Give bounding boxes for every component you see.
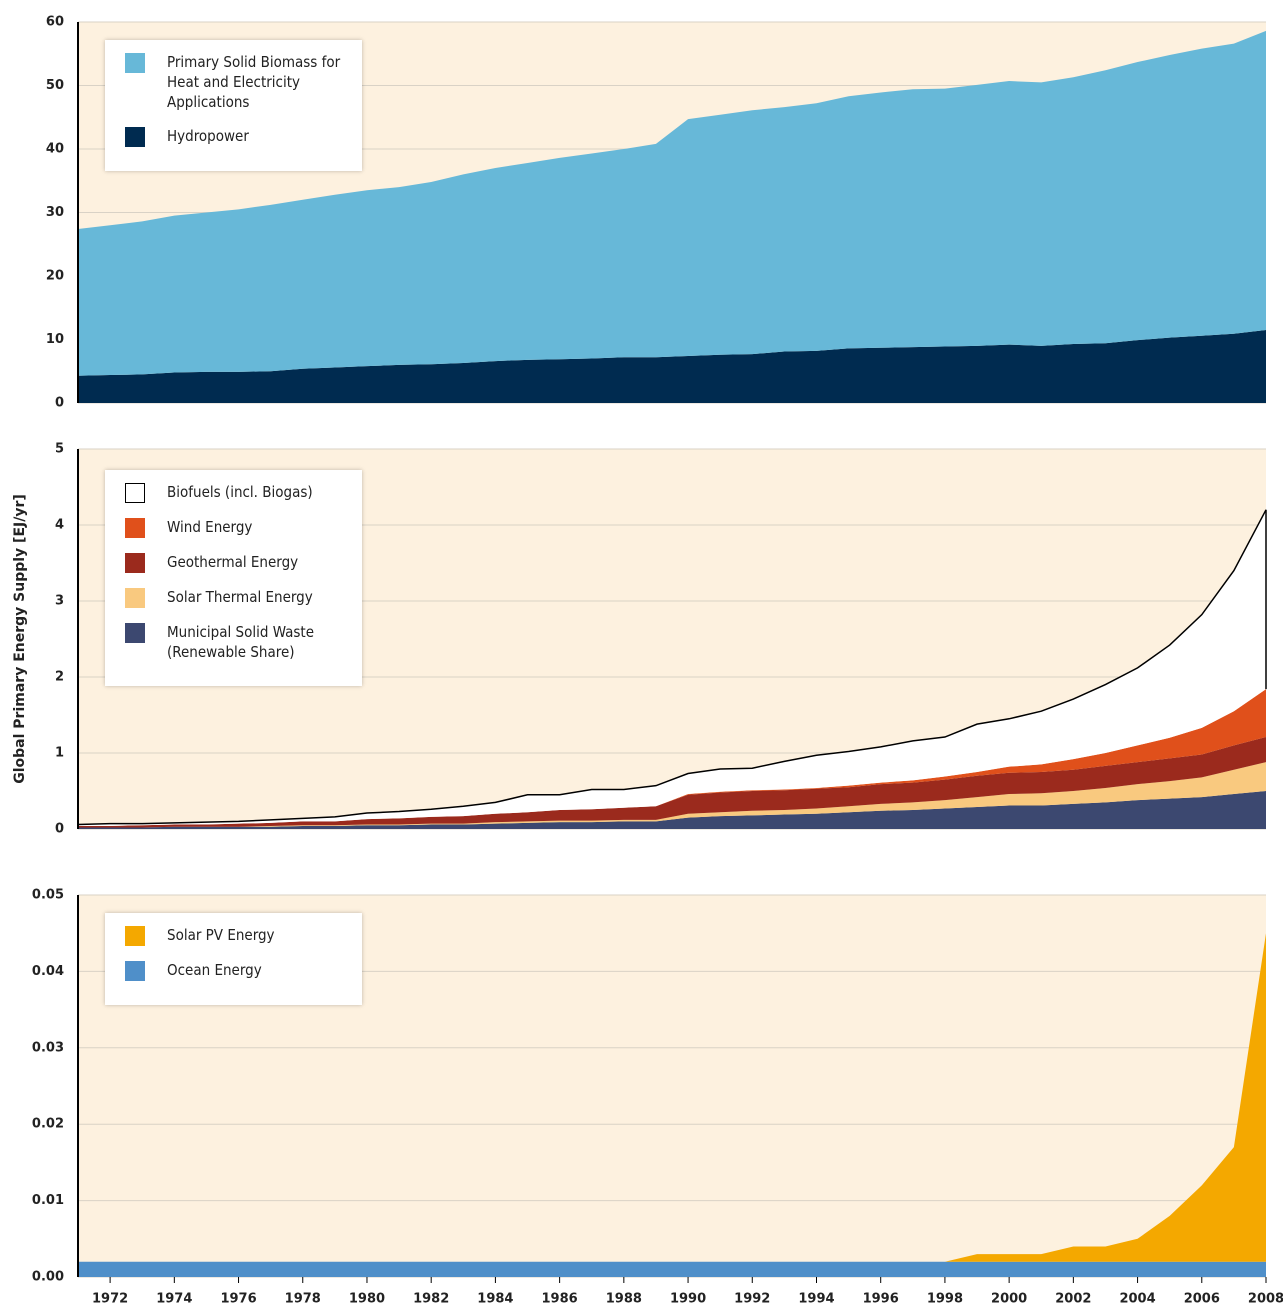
y-tick-label: 4	[55, 518, 64, 533]
legend: Solar PV Energy Ocean Energy	[105, 913, 362, 1005]
legend-swatch	[125, 588, 145, 608]
y-tick-label: 3	[55, 594, 64, 609]
x-tick-label: 1972	[92, 1292, 128, 1306]
x-tick-label: 1978	[285, 1292, 321, 1306]
x-tick-label: 1996	[863, 1292, 899, 1306]
x-tick-label: 1976	[220, 1292, 256, 1306]
x-tick-label: 1984	[477, 1292, 513, 1306]
y-tick-label: 10	[46, 332, 64, 347]
x-tick-label: 1990	[670, 1292, 706, 1306]
y-tick-label: 0.05	[32, 888, 64, 903]
legend-swatch	[125, 623, 145, 643]
legend-label: Geothermal Energy	[167, 553, 299, 571]
legend-label: Solar Thermal Energy	[167, 588, 313, 606]
x-tick-label: 1992	[734, 1292, 770, 1306]
legend-label: Primary Solid Biomass for Heat and Elect…	[167, 53, 341, 111]
area	[78, 509, 1266, 826]
legend-swatch	[125, 127, 145, 147]
legend-label: Ocean Energy	[167, 961, 262, 979]
x-tick-label: 2000	[991, 1292, 1027, 1306]
legend-label: Municipal Solid Waste (Renewable Share)	[167, 623, 315, 661]
area	[78, 30, 1266, 376]
area	[78, 737, 1266, 828]
x-tick-label: 1988	[606, 1292, 642, 1306]
y-tick-label: 0.02	[32, 1117, 64, 1132]
area	[78, 1261, 1266, 1277]
x-tick-label: 2004	[1119, 1292, 1155, 1306]
legend-item: Solar PV Energy	[125, 925, 342, 946]
legend-label: Hydropower	[167, 127, 249, 145]
legend-item: Municipal Solid Waste (Renewable Share)	[125, 622, 342, 662]
y-tick-label: 1	[55, 746, 64, 761]
legend-item: Geothermal Energy	[125, 552, 342, 573]
y-tick-label: 40	[46, 142, 64, 157]
x-tick-label: 2002	[1055, 1292, 1091, 1306]
area	[78, 762, 1266, 828]
legend-swatch	[125, 53, 145, 73]
legend-item: Wind Energy	[125, 517, 342, 538]
legend-label: Biofuels (incl. Biogas)	[167, 483, 313, 501]
legend: Primary Solid Biomass for Heat and Elect…	[105, 40, 362, 171]
legend-label: Solar PV Energy	[167, 926, 275, 944]
x-tick-label: 1986	[542, 1292, 578, 1306]
y-tick-label: 50	[46, 78, 64, 93]
legend-label: Wind Energy	[167, 518, 253, 536]
y-axis-title: Global Primary Energy Supply [EJ/yr]	[12, 494, 28, 784]
legend-swatch	[125, 926, 145, 946]
area	[78, 329, 1266, 403]
x-tick-label: 1974	[156, 1292, 192, 1306]
y-tick-label: 0.00	[32, 1270, 64, 1285]
x-tick-label: 1980	[349, 1292, 385, 1306]
x-tick-label: 1994	[798, 1292, 834, 1306]
area	[78, 791, 1266, 829]
legend-swatch	[125, 518, 145, 538]
x-tick-label: 1998	[927, 1292, 963, 1306]
legend-item: Solar Thermal Energy	[125, 587, 342, 608]
y-tick-label: 5	[55, 442, 64, 457]
legend-swatch	[125, 483, 145, 503]
x-tick-label: 2008	[1248, 1292, 1283, 1306]
y-tick-label: 60	[46, 15, 64, 30]
legend-item: Biofuels (incl. Biogas)	[125, 482, 342, 503]
y-tick-label: 30	[46, 205, 64, 220]
legend-swatch	[125, 553, 145, 573]
y-tick-label: 0.03	[32, 1040, 64, 1055]
x-tick-label: 1982	[413, 1292, 449, 1306]
legend-item: Ocean Energy	[125, 960, 342, 981]
y-tick-label: 0.01	[32, 1193, 64, 1208]
y-tick-label: 2	[55, 670, 64, 685]
y-tick-label: 0	[55, 822, 64, 837]
legend-item: Primary Solid Biomass for Heat and Elect…	[125, 52, 342, 112]
legend-swatch	[125, 961, 145, 981]
legend: Biofuels (incl. Biogas) Wind Energy Geothe…	[105, 470, 362, 686]
area-outline	[77, 509, 1267, 826]
y-tick-label: 0.04	[32, 964, 64, 979]
x-tick-label: 2006	[1184, 1292, 1220, 1306]
y-tick-label: 20	[46, 269, 64, 284]
legend-item: Hydropower	[125, 126, 342, 147]
y-tick-label: 0	[55, 396, 64, 411]
